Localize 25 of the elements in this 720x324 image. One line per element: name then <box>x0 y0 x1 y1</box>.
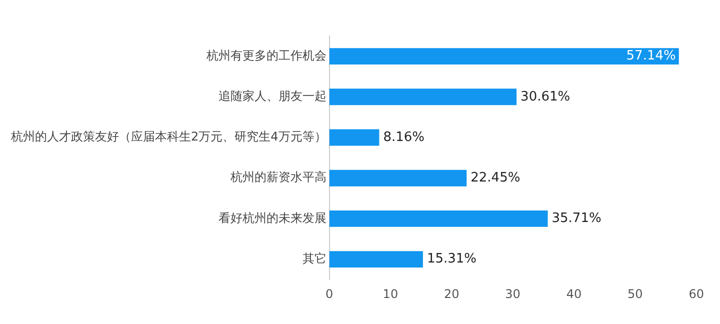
x-tick-label: 0 <box>325 286 334 301</box>
x-tick-label: 40 <box>566 286 582 301</box>
y-tick-label: 其它 <box>302 251 326 266</box>
bar <box>329 48 679 65</box>
x-tick-label: 10 <box>382 286 398 301</box>
data-label: 8.16% <box>383 130 425 145</box>
y-tick-label: 杭州的薪资水平高 <box>229 170 326 184</box>
bar <box>329 170 467 186</box>
data-label: 22.45% <box>470 170 520 186</box>
bar <box>329 129 380 146</box>
x-tick-label: 20 <box>444 286 460 301</box>
bar <box>329 210 548 227</box>
data-label: 15.31% <box>426 252 477 267</box>
data-label: 30.61% <box>520 89 570 104</box>
data-label: 57.14% <box>626 48 676 64</box>
bar <box>329 88 517 106</box>
x-tick-label: 60 <box>688 286 704 301</box>
y-tick-label: 看好杭州的未来发展 <box>218 210 326 225</box>
x-tick-label: 30 <box>505 286 520 301</box>
y-tick-label: 杭州的人才政策友好（应届本科生2万元、研究生4万元等） <box>10 130 326 144</box>
bar <box>329 251 423 268</box>
y-tick-label: 杭州有更多的工作机会 <box>205 48 326 62</box>
y-tick-label: 追随家人、朋友一起 <box>218 89 326 104</box>
x-tick-label: 50 <box>628 286 643 301</box>
data-label: 35.71% <box>552 211 602 226</box>
